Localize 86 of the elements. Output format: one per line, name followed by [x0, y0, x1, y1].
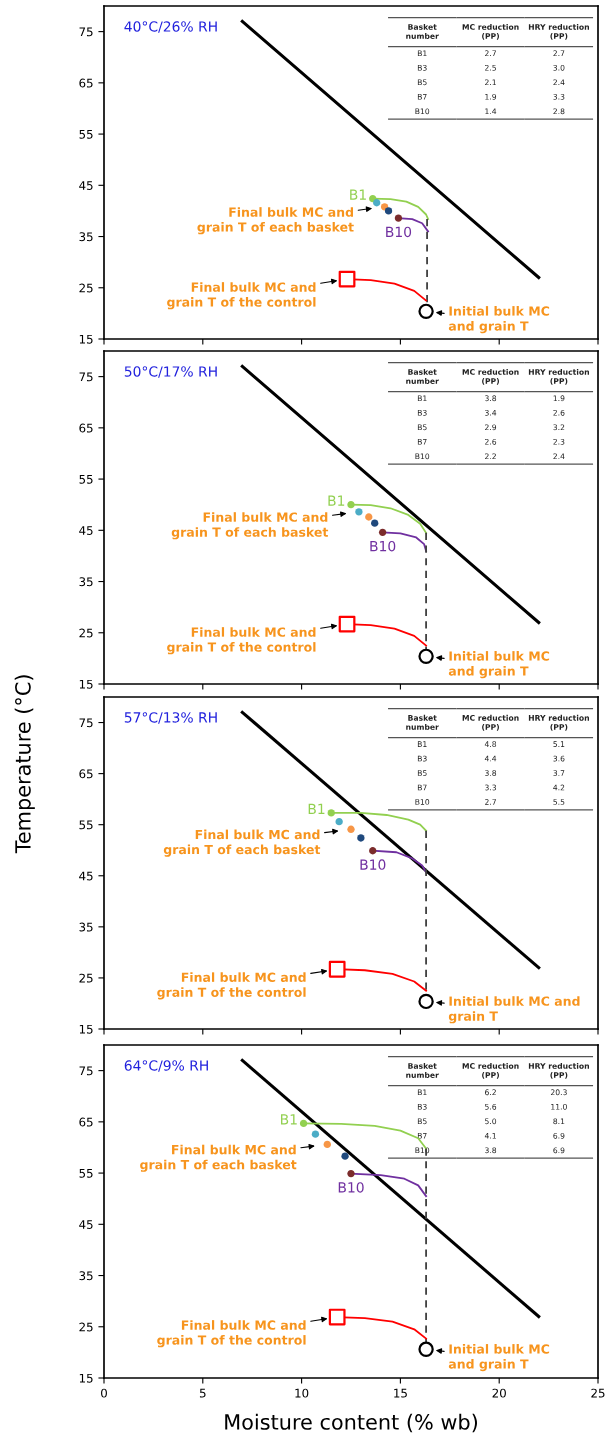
point [355, 508, 363, 516]
y-tick-label: 45 [79, 871, 93, 881]
series-label: B1 [281, 1114, 297, 1125]
x-tick-label: 10 [295, 1388, 309, 1398]
y-tick-label: 45 [79, 181, 93, 190]
point [357, 834, 365, 842]
y-tick-label: 45 [79, 526, 93, 535]
annotation: Final bulk MC and grain T of the control [157, 972, 306, 1000]
point [311, 1130, 320, 1138]
annotation: Final bulk MC and grain T of the control [167, 627, 316, 655]
annotation: Initial bulk MC and grain T [448, 306, 550, 334]
y-tick-label: 65 [79, 769, 93, 779]
y-tick-label: 15 [79, 679, 93, 689]
annotation: Final bulk MC and grain T of each basket [140, 1144, 297, 1172]
y-tick-label: 65 [79, 1117, 93, 1127]
point [341, 1152, 349, 1160]
x-tick-label: 25 [591, 1388, 605, 1398]
point [373, 199, 381, 207]
point [418, 1341, 434, 1358]
point [328, 960, 346, 978]
annotation: Final bulk MC and grain T of each basket [197, 207, 354, 235]
x-tick-label: 20 [492, 1388, 506, 1398]
annotation: Final bulk MC and grain T of each basket [163, 829, 321, 857]
y-tick-label: 35 [79, 1271, 93, 1281]
point [328, 1308, 346, 1326]
point [378, 528, 387, 537]
annotation: Final bulk MC and grain T of the control [157, 1320, 306, 1348]
y-tick-label: 15 [79, 1024, 93, 1034]
y-tick-label: 55 [79, 474, 93, 484]
point [323, 1140, 331, 1149]
y-tick-label: 35 [79, 232, 93, 242]
y-tick-label: 25 [79, 1322, 93, 1332]
series-label: B10 [370, 540, 396, 552]
annotation: Final bulk MC and grain T of the control [167, 282, 316, 310]
y-tick-label: 55 [79, 1168, 93, 1178]
y-tick-label: 25 [79, 283, 93, 293]
point [338, 615, 356, 633]
y-tick-label: 35 [79, 577, 93, 587]
point [394, 214, 403, 222]
point [335, 817, 343, 826]
point [327, 809, 335, 817]
y-axis-title: Temperature (°C) [14, 675, 35, 854]
y-tick-label: 55 [79, 129, 93, 139]
text: 50°C/17% RH [124, 366, 217, 378]
point [347, 825, 355, 833]
y-tick-label: 25 [79, 628, 93, 638]
point [418, 303, 434, 320]
point [371, 519, 379, 527]
y-tick-label: 65 [79, 423, 93, 433]
point [365, 513, 373, 521]
y-tick-label: 15 [79, 334, 93, 344]
y-tick-label: 55 [79, 820, 93, 830]
series-label: B1 [328, 495, 345, 506]
annotation: Initial bulk MC and grain T [448, 1344, 550, 1372]
series-label: B1 [350, 189, 366, 200]
annotation: Initial bulk MC and grain T [448, 651, 550, 679]
point [384, 207, 393, 215]
y-tick-label: 75 [79, 1066, 93, 1076]
y-tick-label: 75 [79, 372, 93, 382]
point [418, 993, 434, 1010]
x-axis-title: Moisture content (% wb) [225, 1413, 478, 1433]
annotation: Final bulk MC and grain T of each basket [171, 512, 329, 540]
text: 40°C/26% RH [124, 21, 217, 33]
series-label: B10 [338, 1182, 364, 1193]
x-tick-label: 0 [101, 1388, 107, 1398]
point [347, 1169, 355, 1178]
y-tick-label: 15 [79, 1373, 93, 1383]
series-label: B10 [386, 226, 412, 238]
annotation: Initial bulk MC and grain T [448, 996, 580, 1024]
y-tick-label: 45 [79, 1220, 93, 1229]
y-tick-label: 75 [79, 27, 93, 37]
point [369, 847, 377, 855]
x-tick-label: 15 [394, 1388, 407, 1398]
point [418, 648, 434, 665]
point [347, 501, 355, 509]
x-tick-label: 5 [199, 1388, 206, 1398]
series-label: B10 [360, 859, 386, 870]
y-tick-label: 75 [79, 718, 93, 728]
y-tick-label: 65 [79, 78, 93, 88]
point [338, 270, 356, 288]
text: 57°C/13% RH [124, 712, 217, 724]
y-tick-label: 35 [79, 922, 93, 932]
point [299, 1119, 308, 1128]
text: 64°C/9% RH [124, 1060, 208, 1072]
series-label: B1 [308, 803, 325, 814]
y-tick-label: 25 [79, 973, 93, 983]
